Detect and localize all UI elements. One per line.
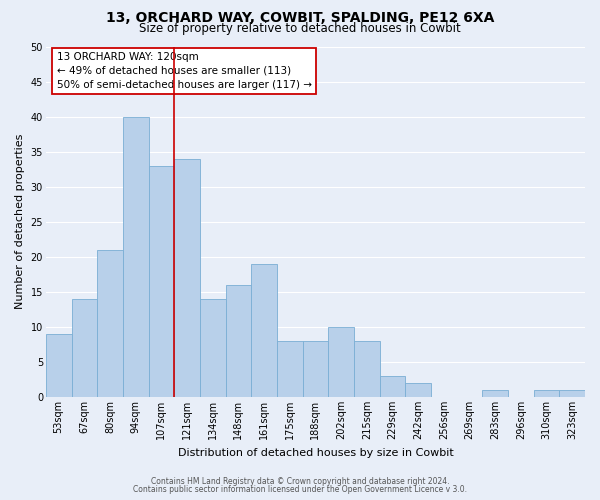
Bar (380, 376, 405, 397)
Bar (354, 341, 380, 397)
Bar (559, 390, 585, 397)
Bar (328, 327, 354, 397)
Bar (302, 341, 328, 397)
Bar (200, 299, 226, 397)
Bar (533, 390, 559, 397)
Bar (46, 334, 71, 397)
X-axis label: Distribution of detached houses by size in Cowbit: Distribution of detached houses by size … (178, 448, 453, 458)
Bar (405, 383, 431, 397)
Bar (174, 158, 200, 397)
Text: Size of property relative to detached houses in Cowbit: Size of property relative to detached ho… (139, 22, 461, 35)
Bar (226, 285, 251, 397)
Bar (482, 390, 508, 397)
Bar (251, 264, 277, 397)
Text: Contains HM Land Registry data © Crown copyright and database right 2024.: Contains HM Land Registry data © Crown c… (151, 477, 449, 486)
Text: 13 ORCHARD WAY: 120sqm
← 49% of detached houses are smaller (113)
50% of semi-de: 13 ORCHARD WAY: 120sqm ← 49% of detached… (56, 52, 311, 90)
Bar (123, 116, 149, 397)
Bar (149, 166, 174, 397)
Bar (277, 341, 302, 397)
Bar (71, 299, 97, 397)
Y-axis label: Number of detached properties: Number of detached properties (15, 134, 25, 310)
Bar (97, 250, 123, 397)
Text: Contains public sector information licensed under the Open Government Licence v : Contains public sector information licen… (133, 485, 467, 494)
Text: 13, ORCHARD WAY, COWBIT, SPALDING, PE12 6XA: 13, ORCHARD WAY, COWBIT, SPALDING, PE12 … (106, 11, 494, 25)
